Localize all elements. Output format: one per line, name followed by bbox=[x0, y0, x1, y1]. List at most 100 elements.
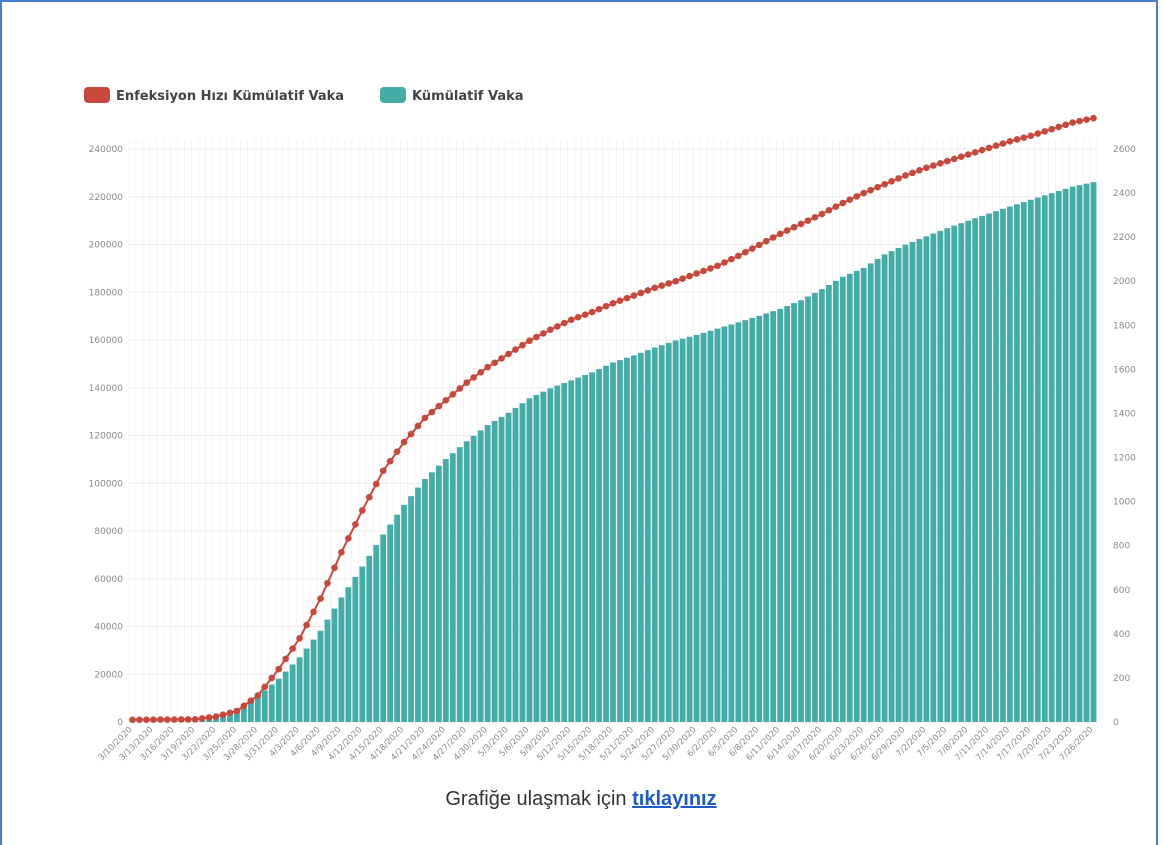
line-point bbox=[170, 716, 178, 723]
bar bbox=[700, 332, 707, 722]
caption-text: Grafiğe ulaşmak için bbox=[445, 788, 627, 810]
line-point bbox=[547, 326, 554, 334]
line-point bbox=[867, 186, 874, 194]
line-point bbox=[825, 207, 833, 214]
line-point bbox=[379, 467, 387, 475]
bar bbox=[463, 441, 470, 722]
line-point bbox=[212, 713, 220, 720]
line-point bbox=[839, 199, 847, 207]
bar bbox=[951, 225, 958, 723]
line-point bbox=[818, 210, 826, 218]
y-right-tick-label: 2200 bbox=[1113, 233, 1136, 243]
bar bbox=[268, 684, 275, 722]
line-point bbox=[721, 259, 728, 266]
bar bbox=[693, 334, 700, 722]
legend-swatch-line bbox=[84, 87, 110, 103]
bar bbox=[826, 285, 832, 722]
bar bbox=[728, 324, 735, 722]
y-right-tick-label: 0 bbox=[1113, 718, 1119, 728]
bar bbox=[456, 447, 463, 722]
line-point bbox=[240, 702, 248, 710]
line-point bbox=[198, 715, 206, 722]
line-point bbox=[393, 448, 401, 455]
line-point bbox=[1083, 116, 1090, 123]
bar bbox=[707, 330, 714, 722]
bar bbox=[1014, 204, 1020, 722]
line-point bbox=[811, 214, 819, 221]
bar bbox=[324, 619, 331, 722]
bar bbox=[1076, 185, 1083, 722]
y-right-tick-label: 200 bbox=[1113, 674, 1130, 684]
bar bbox=[387, 524, 394, 722]
bar bbox=[679, 338, 686, 722]
line-point bbox=[860, 189, 868, 197]
y-left-tick-label: 120000 bbox=[89, 432, 124, 442]
y-left-tick-label: 80000 bbox=[94, 527, 123, 537]
chart-link[interactable]: tıklayınız bbox=[632, 788, 717, 810]
line-point bbox=[769, 234, 777, 241]
bar bbox=[568, 380, 575, 722]
bar bbox=[895, 247, 902, 722]
line-series bbox=[129, 114, 1097, 724]
bar bbox=[923, 236, 930, 723]
line-point bbox=[1069, 119, 1076, 126]
line-point bbox=[964, 151, 972, 158]
line-point bbox=[498, 355, 505, 362]
line-point bbox=[846, 196, 854, 203]
line-point bbox=[268, 674, 276, 682]
bar bbox=[624, 357, 630, 722]
bar bbox=[791, 303, 797, 722]
line-point bbox=[449, 391, 457, 398]
line-point bbox=[728, 255, 735, 263]
bar bbox=[436, 465, 442, 722]
bar bbox=[519, 403, 526, 722]
y-left-tick-label: 0 bbox=[117, 718, 123, 728]
line-point bbox=[358, 507, 366, 514]
bar bbox=[220, 714, 226, 722]
bar bbox=[631, 355, 637, 722]
bar bbox=[359, 566, 366, 722]
y-left-tick-label: 240000 bbox=[89, 145, 124, 155]
line-point bbox=[881, 180, 888, 188]
line-point bbox=[317, 595, 324, 602]
line-point bbox=[909, 169, 916, 177]
line-point bbox=[553, 323, 561, 330]
line-point bbox=[762, 237, 770, 245]
line-point bbox=[526, 337, 533, 345]
y-right-tick-label: 2400 bbox=[1113, 189, 1136, 199]
line-point bbox=[205, 714, 213, 721]
bar bbox=[589, 372, 595, 722]
line-point bbox=[143, 716, 150, 723]
line-point bbox=[1076, 117, 1083, 125]
bar bbox=[798, 300, 804, 722]
line-point bbox=[832, 203, 840, 210]
bar bbox=[909, 241, 916, 722]
bar bbox=[415, 487, 421, 722]
bar bbox=[944, 228, 951, 722]
bar bbox=[317, 630, 324, 722]
bar bbox=[526, 398, 533, 722]
line-point bbox=[233, 707, 241, 715]
bar bbox=[533, 394, 540, 722]
bar bbox=[254, 696, 261, 722]
bar bbox=[965, 220, 972, 722]
bar bbox=[575, 377, 582, 722]
y-right-tick-label: 400 bbox=[1113, 630, 1130, 640]
bar bbox=[603, 365, 609, 722]
line-point bbox=[400, 438, 408, 446]
y-right-tick-label: 1200 bbox=[1113, 454, 1136, 464]
bar bbox=[986, 213, 992, 722]
bar bbox=[1062, 188, 1069, 723]
bar bbox=[1090, 182, 1097, 722]
line-point bbox=[491, 359, 498, 367]
bar bbox=[972, 218, 979, 722]
bar bbox=[742, 320, 749, 722]
y-left-tick-label: 160000 bbox=[89, 336, 124, 346]
bar bbox=[310, 639, 317, 722]
line-point bbox=[581, 311, 589, 318]
line-point bbox=[261, 683, 269, 691]
bar bbox=[784, 305, 790, 722]
line-point bbox=[776, 230, 784, 238]
line-point bbox=[616, 297, 624, 304]
bar bbox=[888, 251, 895, 723]
